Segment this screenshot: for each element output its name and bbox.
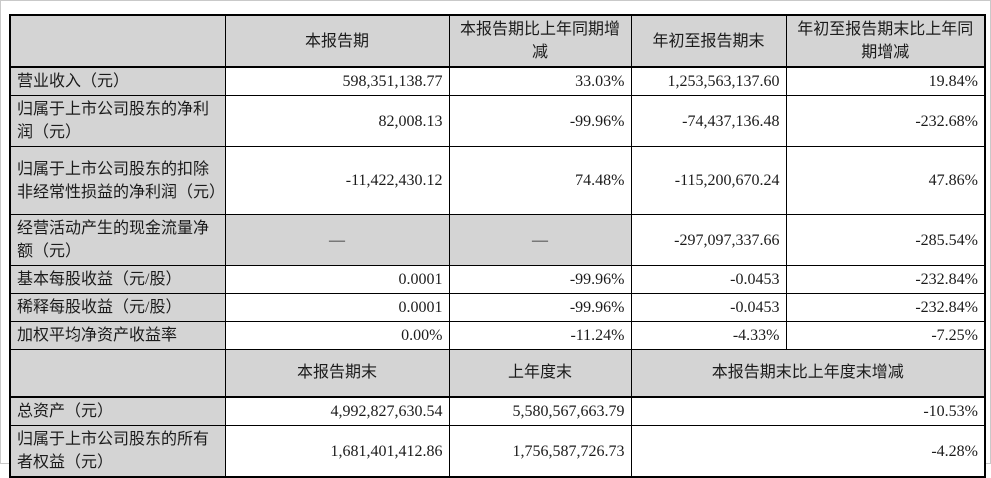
section1-header-row: 本报告期 本报告期比上年同期增减 年初至报告期末 年初至报告期末比上年同期增减 <box>9 14 986 68</box>
net-profit-ytd: -74,437,136.48 <box>630 95 787 147</box>
row-diluted-eps: 稀释每股收益（元/股） 0.0001 -99.96% -0.0453 -232.… <box>9 293 986 322</box>
row-net-profit-excl-nonrecurring: 归属于上市公司股东的扣除非经常性损益的净利润（元） -11,422,430.12… <box>9 146 986 215</box>
basic-eps-ytd: -0.0453 <box>630 265 787 294</box>
equity-prior-year-end: 1,756,587,726.73 <box>448 425 632 478</box>
header-current-period: 本报告期 <box>224 14 450 68</box>
row-operating-revenue: 营业收入（元） 598,351,138.77 33.03% 1,253,563,… <box>9 66 986 96</box>
financial-summary-table: 本报告期 本报告期比上年同期增减 年初至报告期末 年初至报告期末比上年同期增减 … <box>9 14 986 478</box>
net-profit-yoy-change: -99.96% <box>448 95 632 147</box>
diluted-eps-yoy-change: -99.96% <box>448 293 632 322</box>
equity-change: -4.28% <box>630 425 986 478</box>
total-assets-label: 总资产（元） <box>9 396 226 426</box>
header-prior-year-end: 上年度末 <box>448 349 632 398</box>
header-period-end: 本报告期末 <box>224 349 450 398</box>
basic-eps-current: 0.0001 <box>224 265 450 294</box>
net-profit-current: 82,008.13 <box>224 95 450 147</box>
row-total-assets: 总资产（元） 4,992,827,630.54 5,580,567,663.79… <box>9 396 986 426</box>
cash-flow-label: 经营活动产生的现金流量净额（元） <box>9 214 226 266</box>
cash-flow-current-na: — <box>224 214 450 266</box>
row-equity-attributable: 归属于上市公司股东的所有者权益（元） 1,681,401,412.86 1,75… <box>9 425 986 478</box>
net-profit-excl-label: 归属于上市公司股东的扣除非经常性损益的净利润（元） <box>9 146 226 215</box>
operating-revenue-yoy-change: 33.03% <box>448 66 632 96</box>
weighted-avg-roe-yoy-change: -11.24% <box>448 321 632 350</box>
header-change-vs-prior-year-end: 本报告期末比上年度末增减 <box>630 349 986 398</box>
weighted-avg-roe-ytd-change: -7.25% <box>785 321 986 350</box>
section2-corner-cell <box>9 349 226 398</box>
diluted-eps-ytd-change: -232.84% <box>785 293 986 322</box>
basic-eps-ytd-change: -232.84% <box>785 265 986 294</box>
cash-flow-ytd-change: -285.54% <box>785 214 986 266</box>
section2-header-row: 本报告期末 上年度末 本报告期末比上年度末增减 <box>9 349 986 398</box>
header-current-vs-prior-year: 本报告期比上年同期增减 <box>448 14 632 68</box>
header-ytd-vs-prior-year: 年初至报告期末比上年同期增减 <box>785 14 986 68</box>
net-profit-excl-yoy-change: 74.48% <box>448 146 632 215</box>
net-profit-ytd-change: -232.68% <box>785 95 986 147</box>
equity-period-end: 1,681,401,412.86 <box>224 425 450 478</box>
row-basic-eps: 基本每股收益（元/股） 0.0001 -99.96% -0.0453 -232.… <box>9 265 986 294</box>
row-net-profit-attributable: 归属于上市公司股东的净利润（元） 82,008.13 -99.96% -74,4… <box>9 95 986 147</box>
weighted-avg-roe-ytd: -4.33% <box>630 321 787 350</box>
operating-revenue-ytd-change: 19.84% <box>785 66 986 96</box>
weighted-avg-roe-label: 加权平均净资产收益率 <box>9 321 226 350</box>
diluted-eps-label: 稀释每股收益（元/股） <box>9 293 226 322</box>
weighted-avg-roe-current: 0.00% <box>224 321 450 350</box>
row-operating-cash-flow: 经营活动产生的现金流量净额（元） — — -297,097,337.66 -28… <box>9 214 986 266</box>
net-profit-label: 归属于上市公司股东的净利润（元） <box>9 95 226 147</box>
net-profit-excl-ytd-change: 47.86% <box>785 146 986 215</box>
total-assets-prior-year-end: 5,580,567,663.79 <box>448 396 632 426</box>
section1-corner-cell <box>9 14 226 68</box>
total-assets-period-end: 4,992,827,630.54 <box>224 396 450 426</box>
operating-revenue-ytd: 1,253,563,137.60 <box>630 66 787 96</box>
net-profit-excl-current: -11,422,430.12 <box>224 146 450 215</box>
total-assets-change: -10.53% <box>630 396 986 426</box>
basic-eps-label: 基本每股收益（元/股） <box>9 265 226 294</box>
diluted-eps-current: 0.0001 <box>224 293 450 322</box>
cash-flow-yoy-change-na: — <box>448 214 632 266</box>
diluted-eps-ytd: -0.0453 <box>630 293 787 322</box>
header-ytd: 年初至报告期末 <box>630 14 787 68</box>
net-profit-excl-ytd: -115,200,670.24 <box>630 146 787 215</box>
basic-eps-yoy-change: -99.96% <box>448 265 632 294</box>
cash-flow-ytd: -297,097,337.66 <box>630 214 787 266</box>
equity-label: 归属于上市公司股东的所有者权益（元） <box>9 425 226 478</box>
operating-revenue-label: 营业收入（元） <box>9 66 226 96</box>
row-weighted-avg-roe: 加权平均净资产收益率 0.00% -11.24% -4.33% -7.25% <box>9 321 986 350</box>
operating-revenue-current: 598,351,138.77 <box>224 66 450 96</box>
